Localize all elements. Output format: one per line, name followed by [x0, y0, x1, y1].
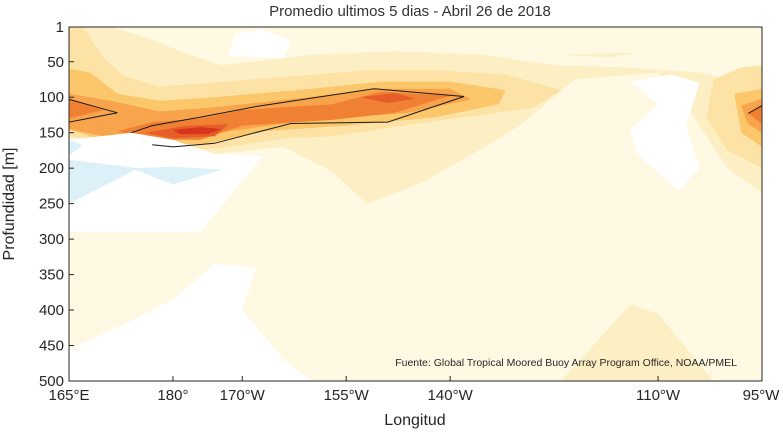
x-tick-label-6: 95°W	[743, 387, 781, 404]
contour-region-negative-1-21	[69, 139, 83, 156]
x-axis: 165°E 180° 170°W 155°W 140°W 110°W 95°W	[48, 376, 780, 404]
x-tick-label-4: 140°W	[428, 387, 474, 404]
contour-region-negative-0-15	[69, 132, 263, 232]
y-tick-label-5: 250	[39, 196, 64, 213]
x-tick-label-0: 165°E	[48, 387, 89, 404]
contour-region-negative-0-18	[228, 29, 291, 59]
contour-region-negative-1-19	[69, 159, 139, 204]
contour-region-level-6-13	[360, 93, 416, 103]
y-tick-label-6: 300	[39, 231, 64, 248]
contour-region-level-2-4	[706, 65, 762, 169]
y-tick-label-9: 450	[39, 338, 64, 355]
contour-region-level-5-9	[69, 98, 104, 119]
y-tick-label-4: 200	[39, 160, 64, 177]
y-tick-label-8: 400	[39, 302, 64, 319]
x-tick-label-3: 155°W	[324, 387, 370, 404]
y-tick-label-1: 50	[47, 54, 64, 71]
contour-line-2	[131, 88, 465, 148]
x-tick-label-5: 110°W	[636, 387, 681, 404]
chart-title: Promedio ultimos 5 dias - Abril 26 de 20…	[269, 3, 551, 20]
source-annotation: Fuente: Global Tropical Moored Buoy Arra…	[395, 357, 737, 369]
y-tick-label-10: 500	[39, 373, 64, 390]
contour-line-layer	[69, 88, 762, 148]
contour-region-level-5-10	[748, 104, 762, 125]
y-tick-label-7: 350	[39, 267, 64, 284]
y-tick-label-0: 1	[56, 19, 64, 36]
x-axis-label: Longitud	[384, 412, 445, 429]
contour-region-negative-0-17	[630, 74, 700, 191]
contour-region-negative-1-20	[131, 166, 222, 185]
x-tick-label-2: 170°W	[220, 387, 266, 404]
contour-region-level-1-2	[561, 52, 638, 58]
y-tick-label-3: 150	[39, 125, 64, 142]
contour-region-level-4-8	[741, 98, 762, 133]
contour-line-0	[69, 98, 118, 123]
contour-region-negative-0-16	[69, 263, 312, 381]
y-tick-label-2: 100	[39, 89, 64, 106]
contour-region-level-1-1	[561, 304, 714, 381]
contour-line-1	[747, 105, 762, 123]
contour-region-level-7-14	[172, 127, 222, 135]
x-tick-label-1: 180°	[157, 387, 188, 404]
contour-fill-layer	[69, 27, 762, 381]
y-axis-label: Profundidad [m]	[1, 148, 18, 261]
